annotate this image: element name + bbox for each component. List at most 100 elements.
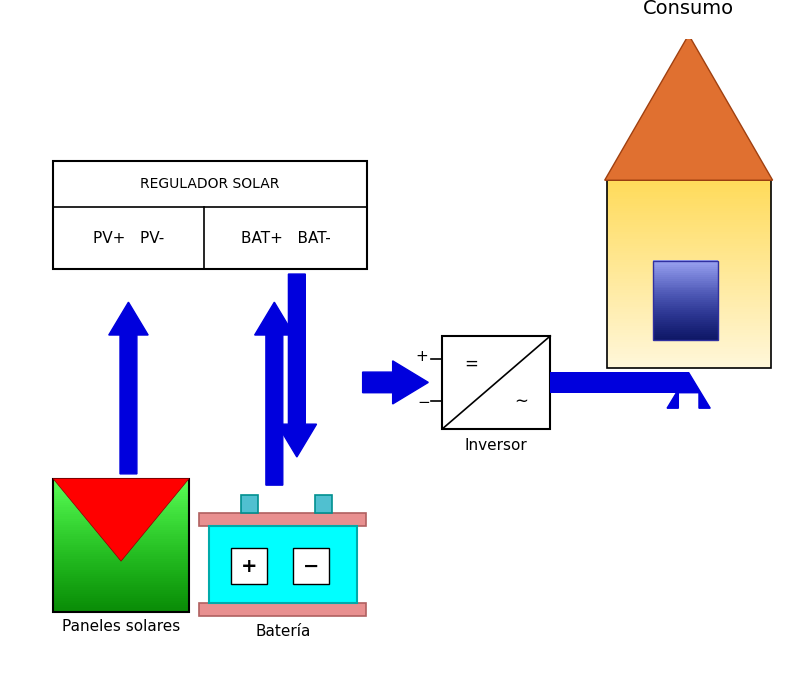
Bar	[53, 494, 189, 497]
Bar	[606, 302, 770, 304]
Bar	[53, 479, 189, 611]
Bar	[606, 325, 770, 328]
Bar	[53, 531, 189, 534]
Bar	[606, 208, 770, 211]
Bar	[53, 583, 189, 585]
Bar	[653, 278, 718, 280]
Bar	[53, 587, 189, 590]
Bar	[653, 314, 718, 316]
Bar	[53, 574, 189, 576]
Bar	[606, 308, 770, 312]
Bar	[53, 512, 189, 514]
Bar	[53, 489, 189, 492]
Bar	[653, 300, 718, 302]
Bar	[653, 282, 718, 285]
Bar	[53, 562, 189, 565]
Bar	[653, 319, 718, 322]
Bar	[606, 215, 770, 218]
Bar	[53, 161, 367, 269]
Bar	[53, 607, 189, 609]
Bar	[53, 509, 189, 512]
Bar	[443, 336, 551, 429]
Bar	[53, 556, 189, 559]
Bar	[606, 280, 770, 283]
Bar	[606, 218, 770, 220]
Bar	[606, 185, 770, 187]
Bar	[53, 567, 189, 570]
Bar	[653, 274, 718, 276]
Bar	[653, 312, 718, 314]
Bar	[606, 201, 770, 204]
Bar	[606, 236, 770, 239]
Text: Inversor: Inversor	[465, 438, 528, 453]
Bar	[653, 292, 718, 294]
Bar	[653, 266, 718, 269]
Bar	[53, 525, 189, 527]
Bar	[653, 265, 718, 267]
Bar	[53, 491, 189, 494]
Bar	[606, 341, 770, 345]
Bar	[606, 288, 770, 291]
Text: −: −	[303, 557, 320, 576]
Bar	[53, 496, 189, 499]
Bar	[606, 187, 770, 189]
Text: Paneles solares: Paneles solares	[62, 619, 180, 634]
Bar	[53, 589, 189, 592]
Bar	[653, 315, 718, 318]
Bar	[53, 498, 189, 501]
Bar	[606, 346, 770, 349]
Bar	[53, 478, 189, 481]
Bar	[606, 180, 770, 368]
Bar	[653, 333, 718, 336]
Bar	[53, 565, 189, 568]
FancyArrow shape	[109, 302, 148, 474]
Bar	[53, 518, 189, 521]
Bar	[653, 280, 718, 282]
Bar	[606, 234, 770, 237]
Bar	[53, 571, 189, 574]
Bar	[606, 311, 770, 314]
Bar	[53, 529, 189, 532]
Bar	[653, 290, 718, 293]
Bar	[606, 226, 770, 229]
Text: Batería: Batería	[255, 624, 311, 639]
Bar	[606, 344, 770, 347]
Bar	[653, 326, 718, 328]
Bar	[53, 553, 189, 556]
Bar	[606, 321, 770, 324]
Bar	[293, 549, 329, 584]
Bar	[606, 334, 770, 337]
Bar	[606, 213, 770, 215]
Bar	[606, 300, 770, 302]
Bar	[606, 224, 770, 227]
Bar	[653, 288, 718, 291]
Text: +: +	[241, 557, 257, 576]
Bar	[53, 603, 189, 605]
Bar	[653, 306, 718, 308]
Bar	[53, 536, 189, 538]
Bar	[606, 283, 770, 286]
Bar	[606, 360, 770, 363]
Text: PV+   PV-: PV+ PV-	[93, 231, 164, 246]
Bar	[53, 523, 189, 525]
Bar	[606, 192, 770, 194]
Bar	[53, 585, 189, 588]
Bar	[606, 274, 770, 276]
Bar	[606, 292, 770, 295]
FancyArrow shape	[362, 361, 428, 404]
Bar	[606, 295, 770, 298]
Bar	[242, 495, 258, 513]
Bar	[606, 337, 770, 340]
Bar	[606, 358, 770, 361]
Bar	[653, 276, 718, 278]
Bar	[606, 363, 770, 365]
FancyArrow shape	[277, 274, 316, 457]
Bar	[653, 331, 718, 334]
Text: REGULADOR SOLAR: REGULADOR SOLAR	[141, 177, 280, 191]
Bar	[606, 239, 770, 241]
Polygon shape	[605, 35, 773, 180]
FancyArrow shape	[254, 302, 294, 485]
Bar	[53, 540, 189, 543]
Text: Consumo: Consumo	[643, 0, 734, 18]
Bar	[606, 272, 770, 274]
